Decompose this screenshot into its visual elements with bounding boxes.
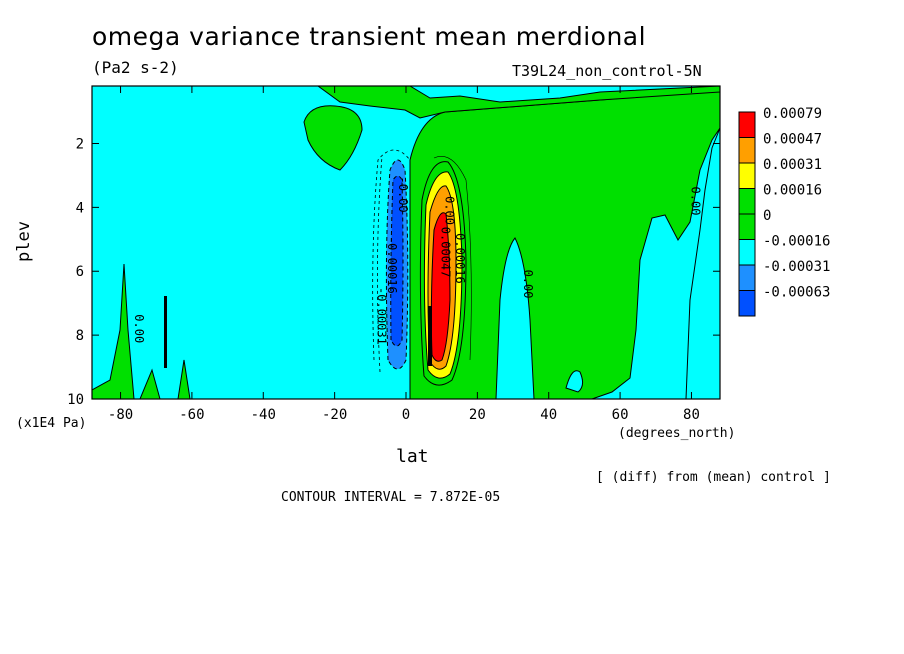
field-top-strip (317, 86, 720, 119)
y-axis: 2 4 6 8 10 (67, 136, 720, 408)
field-top-blob (303, 105, 363, 171)
x-axis: -80 -60 -40 -20 0 20 40 60 80 (108, 86, 700, 423)
legend-label: 0 (763, 208, 771, 224)
contour-labels: 0.00 -0.00031-0.00016 -0.00 0.00047 0.00 0.00… (132, 177, 703, 345)
contour-line-neg-mid (377, 155, 383, 373)
plot-field (92, 86, 720, 399)
field-patch-80s (92, 263, 135, 399)
field-patch-64s (177, 359, 191, 399)
contour-label: 0.00 (688, 187, 702, 216)
legend-label: 0.00016 (763, 183, 822, 199)
y-axis-unit: (x1E4 Pa) (16, 416, 87, 431)
legend-swatch (738, 264, 756, 291)
legend-swatch (738, 213, 756, 240)
x-tick-label: 40 (540, 407, 557, 423)
chart-units: (Pa2 s-2) (92, 58, 179, 77)
field-patch-74s (139, 368, 161, 399)
chart-title: omega variance transient mean merdional (92, 22, 647, 51)
legend-label: 0.00079 (763, 106, 822, 122)
contour-label: -0.00 (396, 177, 410, 213)
run-label: T39L24_non_control-5N (512, 62, 702, 80)
x-tick-label: 60 (612, 407, 629, 423)
legend-label: -0.00016 (763, 234, 830, 250)
contour-label: 0.00 (132, 314, 146, 343)
field-negative-063 (390, 175, 404, 347)
contour-label: 0.00 (521, 270, 535, 299)
legend-swatch (738, 290, 756, 317)
field-edge-east (685, 127, 720, 399)
x-tick-label: -40 (251, 407, 276, 423)
x-axis-unit: (degrees_north) (618, 426, 736, 441)
contour-line-pos-outer (433, 156, 472, 361)
y-tick-label: 2 (76, 136, 84, 152)
legend-swatch (738, 239, 756, 266)
contour-line-neg-outer (372, 149, 411, 361)
contour-stripe-68s (164, 296, 167, 368)
x-axis-label: lat (396, 446, 429, 467)
contour-label: 0.00 (442, 196, 456, 225)
y-tick-label: 8 (76, 328, 84, 344)
color-legend: 0.00079 0.00047 0.00031 0.00016 0 -0.00016 -0.… (738, 106, 830, 317)
contour-label: -0.00031 (374, 287, 388, 345)
legend-label: -0.00063 (763, 285, 830, 301)
diff-label: [ (diff) from (mean) control ] (596, 470, 831, 485)
contour-interval: CONTOUR INTERVAL = 7.872E-05 (281, 490, 501, 505)
field-hole-30n (495, 237, 535, 399)
legend-swatch (738, 162, 756, 189)
x-tick-label: 80 (683, 407, 700, 423)
x-tick-label: -20 (322, 407, 347, 423)
contour-label: -0.00016 (385, 236, 399, 294)
field-island-45n (565, 370, 584, 393)
contour-stripe-7n (428, 306, 432, 366)
x-tick-label: -80 (108, 407, 133, 423)
y-tick-label: 10 (67, 392, 84, 408)
x-tick-label: 0 (402, 407, 410, 423)
y-tick-label: 6 (76, 264, 84, 280)
x-tick-label: -60 (179, 407, 204, 423)
x-tick-label: 20 (469, 407, 486, 423)
y-tick-label: 4 (76, 200, 84, 216)
legend-label: -0.00031 (763, 259, 830, 275)
legend-swatch (738, 137, 756, 164)
contour-label: 0.00047 (439, 227, 453, 278)
legend-swatch (738, 111, 756, 138)
legend-label: 0.00031 (763, 157, 822, 173)
legend-label: 0.00047 (763, 132, 822, 148)
contour-label: 0.00016 (453, 233, 467, 284)
field-positive-079 (430, 212, 451, 362)
legend-swatch (738, 188, 756, 215)
